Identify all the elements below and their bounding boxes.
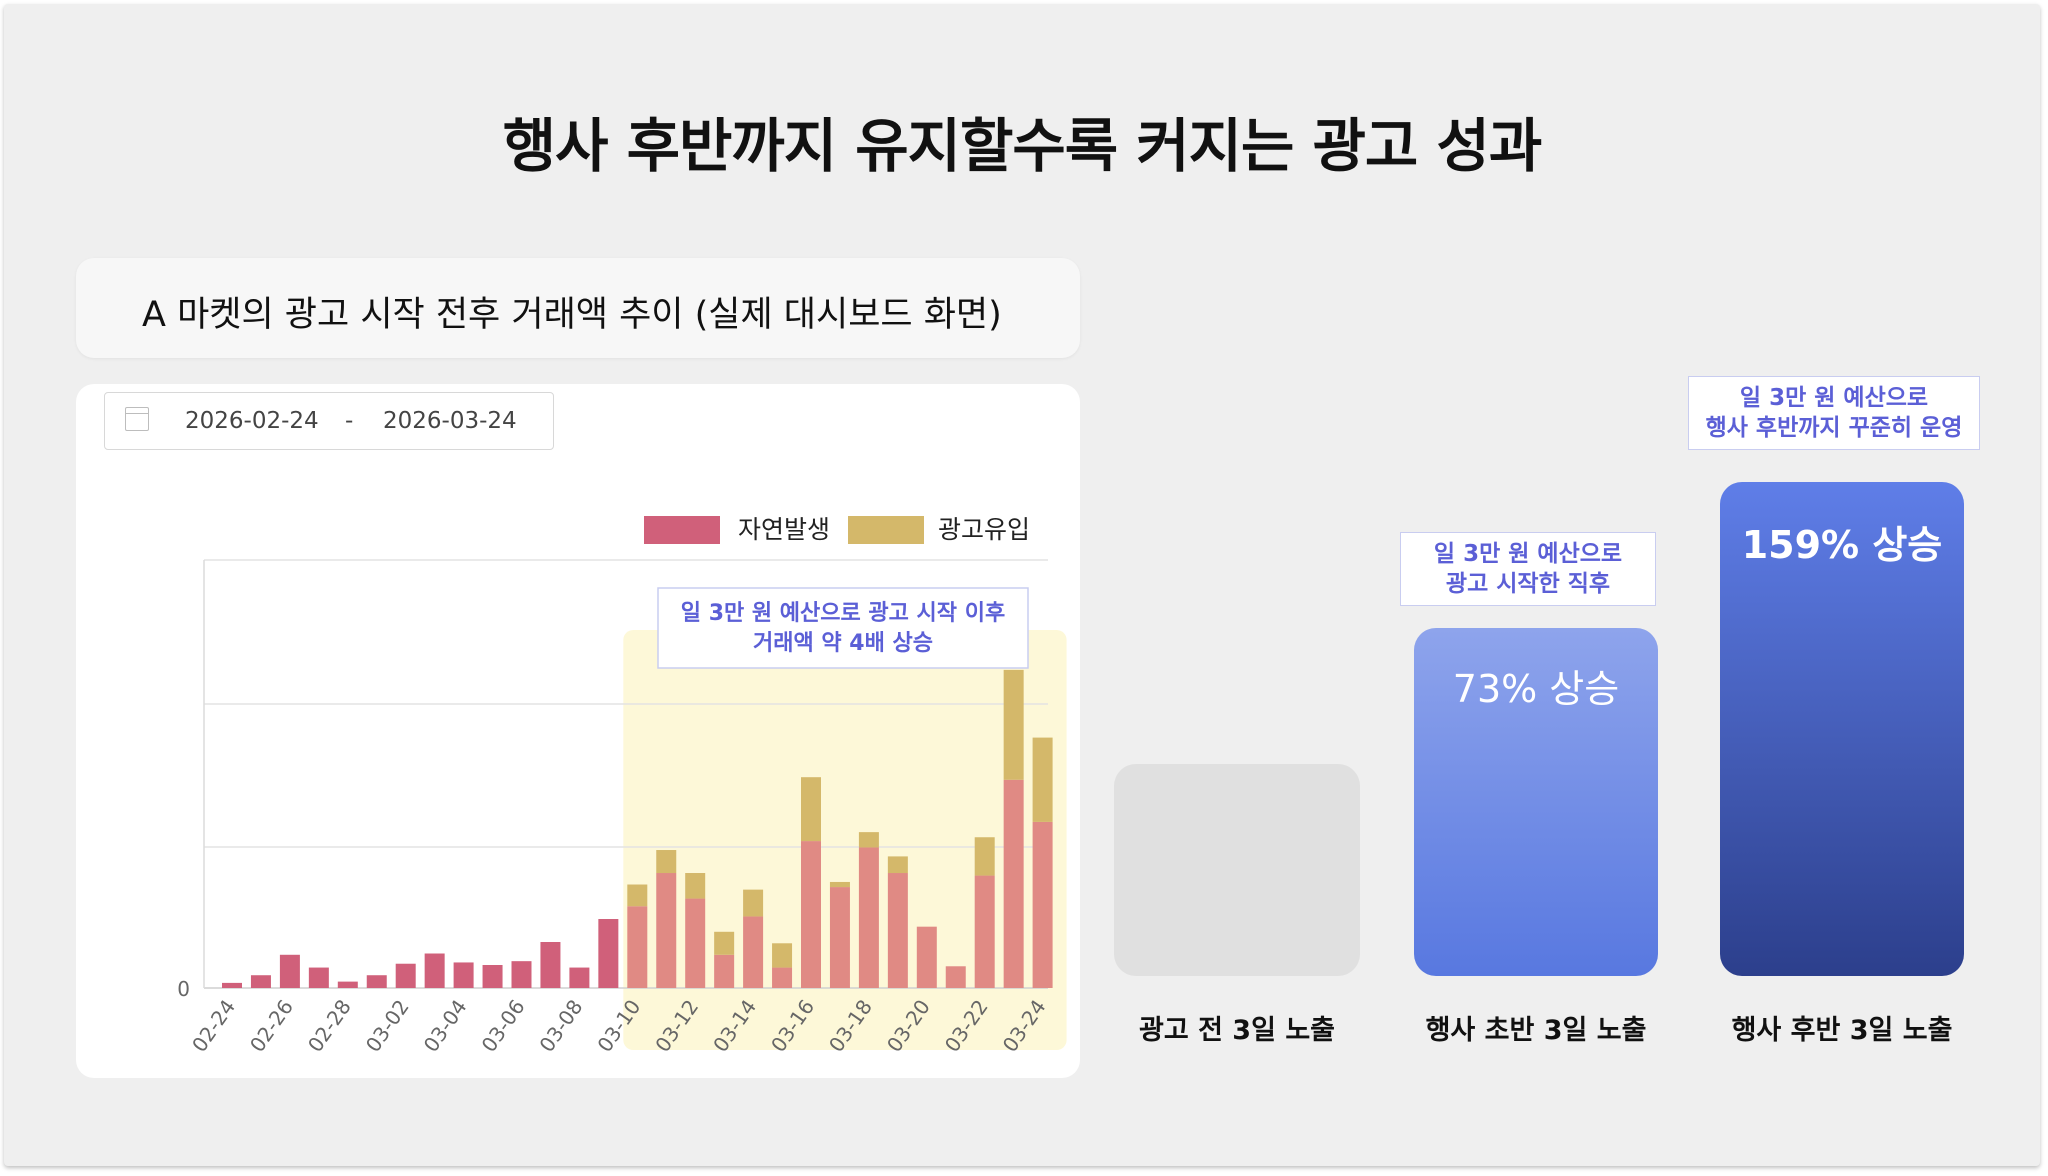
bar-ad-03-12 xyxy=(685,873,706,899)
bar-ad-03-19 xyxy=(887,856,908,874)
bar-organic-03-04 xyxy=(453,962,474,988)
bar-organic-02-25 xyxy=(250,975,271,988)
bar-before-ad xyxy=(1114,764,1360,976)
start-date[interactable]: 2026-02-24 xyxy=(185,408,319,434)
bar-ad-03-15 xyxy=(772,943,793,968)
chart-annotation-line-1: 일 3만 원 예산으로 광고 시작 이후 xyxy=(681,601,1005,626)
end-date[interactable]: 2026-03-24 xyxy=(383,408,517,434)
bar-organic-02-28 xyxy=(337,981,358,988)
bar-ad-03-14 xyxy=(743,889,764,917)
bar-organic-03-19 xyxy=(887,873,908,988)
early-callout-line-1: 일 3만 원 예산으로 xyxy=(1433,541,1623,567)
bar-ad-03-24 xyxy=(1032,737,1053,822)
bar-organic-03-06 xyxy=(511,961,532,988)
slide: 행사 후반까지 유지할수록 커지는 광고 성과 A 마켓의 광고 시작 전후 거… xyxy=(4,4,2040,1166)
bar-ad-03-10 xyxy=(627,884,648,907)
date-range-picker[interactable]: 2026-02-24 - 2026-03-24 xyxy=(104,392,554,450)
bar-organic-03-08 xyxy=(569,967,590,988)
bar-ad-03-13 xyxy=(714,931,735,955)
calendar-icon xyxy=(125,407,149,431)
bar-organic-03-18 xyxy=(858,847,879,988)
legend-organic-swatch xyxy=(644,516,720,544)
bar-organic-03-12 xyxy=(685,898,706,988)
bar-ad-03-18 xyxy=(858,832,879,848)
bar-organic-02-24 xyxy=(222,982,242,988)
bar-organic-03-15 xyxy=(772,967,793,988)
bar-organic-03-21 xyxy=(945,966,966,988)
y-tick-label: 0 xyxy=(177,977,190,1001)
late-callout-line-2: 행사 후반까지 꾸준히 운영 xyxy=(1705,415,1963,441)
bar-early-event: 73% 상승 xyxy=(1414,628,1658,976)
bar-organic-03-13 xyxy=(714,954,735,988)
date-separator: - xyxy=(345,408,354,434)
bar-organic-03-24 xyxy=(1032,821,1053,988)
bar-organic-03-11 xyxy=(656,873,677,988)
bar-organic-03-07 xyxy=(540,942,561,988)
bar-organic-03-23 xyxy=(1003,779,1024,988)
bar-organic-03-16 xyxy=(801,841,821,988)
legend-ad-swatch xyxy=(848,516,924,544)
page-title: 행사 후반까지 유지할수록 커지는 광고 성과 xyxy=(502,112,1542,180)
bar-organic-03-09 xyxy=(598,919,619,988)
bar-ad-03-22 xyxy=(974,837,995,876)
stacked-bar-chart: 002-24 02-26 02-28 03-02 03-04 03-06 03-08 03-1… xyxy=(177,515,1067,1056)
bar-early-value-label: 73% 상승 xyxy=(1452,667,1620,711)
chart-caption: A 마켓의 광고 시작 전후 거래액 추이 (실제 대시보드 화면) xyxy=(142,295,1002,335)
bar-ad-03-23 xyxy=(1003,669,1024,780)
late-callout-line-1: 일 3만 원 예산으로 xyxy=(1739,385,1929,411)
chart-annotation-line-2: 거래액 약 4배 상승 xyxy=(753,631,933,656)
legend-organic-label: 자연발생 xyxy=(738,515,830,544)
bar-late-event: 159% 상승 xyxy=(1720,482,1964,976)
bar-organic-03-22 xyxy=(974,875,995,988)
bar-organic-02-27 xyxy=(308,967,329,988)
x-tick-label: 03-02 xyxy=(361,995,414,1056)
x-tick-label: 03-04 xyxy=(419,995,472,1056)
x-tick-label: 02-24 xyxy=(187,995,240,1056)
x-tick-label: 03-06 xyxy=(477,995,530,1056)
bar-organic-03-02 xyxy=(395,963,416,988)
x-tick-label: 03-08 xyxy=(534,995,587,1056)
bar-organic-03-14 xyxy=(743,916,764,988)
bar-ad-03-17 xyxy=(829,881,850,888)
legend-ad-label: 광고유입 xyxy=(938,515,1030,544)
bar-organic-03-03 xyxy=(424,953,445,988)
category-label-before: 광고 전 3일 노출 xyxy=(1138,1015,1336,1046)
bar-ad-03-11 xyxy=(656,850,677,874)
bar-organic-03-20 xyxy=(916,926,937,988)
chart-annotation-box xyxy=(657,587,1029,669)
bar-organic-03-05 xyxy=(482,965,503,988)
category-label-early: 행사 초반 3일 노출 xyxy=(1425,1015,1647,1046)
x-tick-label: 02-26 xyxy=(245,995,298,1056)
early-callout-line-2: 광고 시작한 직후 xyxy=(1445,571,1611,597)
late-event-callout: 일 3만 원 예산으로 행사 후반까지 꾸준히 운영 xyxy=(1688,376,1980,450)
x-tick-label: 02-28 xyxy=(303,995,356,1056)
bar-late-value-label: 159% 상승 xyxy=(1741,523,1943,567)
dashboard-panel: 2026-02-24 - 2026-03-24 0 02-24 02-26 02-28… xyxy=(76,384,1080,1078)
early-event-callout: 일 3만 원 예산으로 광고 시작한 직후 xyxy=(1400,532,1656,606)
bar-ad-03-16 xyxy=(801,777,821,842)
chart-caption-box: A 마켓의 광고 시작 전후 거래액 추이 (실제 대시보드 화면) xyxy=(76,258,1080,358)
bar-organic-02-26 xyxy=(279,954,300,988)
category-label-late: 행사 후반 3일 노출 xyxy=(1731,1015,1953,1046)
bar-organic-03-10 xyxy=(627,906,648,988)
bar-organic-03-17 xyxy=(829,887,850,988)
bar-organic-03-01 xyxy=(366,975,387,988)
